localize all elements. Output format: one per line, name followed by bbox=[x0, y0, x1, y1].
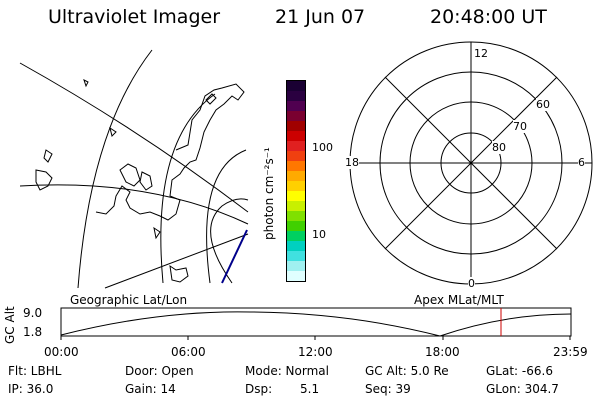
colorbar-band bbox=[287, 111, 305, 121]
altitude-curve bbox=[60, 311, 572, 337]
colorbar-band bbox=[287, 91, 305, 101]
x-tick-2359: 23:59 bbox=[553, 345, 588, 359]
polar-diagonal bbox=[384, 76, 558, 250]
info-ip: IP: 36.0 bbox=[8, 382, 54, 396]
colorbar-band bbox=[287, 81, 305, 91]
lat-label-80: 80 bbox=[492, 141, 506, 154]
colorbar-band bbox=[287, 261, 305, 271]
colorbar-band bbox=[287, 201, 305, 211]
colorbar-band bbox=[287, 131, 305, 141]
info-glat: GLat: -66.6 bbox=[486, 364, 553, 378]
map-grid-line bbox=[19, 62, 249, 213]
mlt-label-0: 0 bbox=[468, 277, 475, 290]
map-grid-line bbox=[160, 93, 216, 284]
map-grid-line bbox=[210, 198, 249, 284]
timeline-left-label: Geographic Lat/Lon bbox=[70, 293, 188, 307]
info-seq: Seq: 39 bbox=[365, 382, 411, 396]
coastline bbox=[83, 79, 89, 88]
colorbar-band bbox=[287, 161, 305, 171]
info-door: Door: Open bbox=[125, 364, 194, 378]
map-grid-line bbox=[206, 149, 247, 284]
map-grid-line bbox=[19, 184, 249, 225]
colorbar-band bbox=[287, 211, 305, 221]
coastline bbox=[139, 171, 153, 191]
x-tick-0000: 00:00 bbox=[44, 345, 79, 359]
colorbar-band bbox=[287, 181, 305, 191]
colorbar-band bbox=[287, 151, 305, 161]
lat-label-60: 60 bbox=[536, 98, 550, 111]
coastline bbox=[43, 149, 53, 163]
coastline bbox=[205, 93, 217, 105]
info-mode: Mode: Normal bbox=[245, 364, 329, 378]
date-label: 21 Jun 07 bbox=[275, 6, 366, 28]
mlt-label-18: 18 bbox=[345, 156, 359, 169]
coastline bbox=[169, 264, 189, 283]
map-grid-line bbox=[77, 49, 153, 289]
timeline-right-label: Apex MLat/MLT bbox=[414, 293, 504, 307]
colorbar-band bbox=[287, 231, 305, 241]
colorbar-band bbox=[287, 121, 305, 131]
x-tick-1800: 18:00 bbox=[425, 345, 460, 359]
colorbar-band bbox=[287, 271, 305, 281]
info-dsp-label: Dsp: bbox=[245, 382, 273, 396]
timeline-frame bbox=[60, 307, 572, 337]
colorbar bbox=[286, 80, 306, 282]
coastline bbox=[35, 169, 53, 191]
x-tick-1200: 12:00 bbox=[298, 345, 333, 359]
info-gc-alt: GC Alt: 5.0 Re bbox=[365, 364, 449, 378]
colorbar-band bbox=[287, 141, 305, 151]
colorbar-tick-100: 100 bbox=[312, 141, 333, 154]
lat-label-70: 70 bbox=[513, 120, 527, 133]
colorbar-band bbox=[287, 251, 305, 261]
coastline bbox=[95, 83, 245, 221]
y-tick-1-8: 1.8 bbox=[23, 325, 43, 339]
satellite-track bbox=[221, 229, 248, 284]
colorbar-band bbox=[287, 241, 305, 251]
info-dsp-value: 5.1 bbox=[300, 382, 320, 396]
info-gain: Gain: 14 bbox=[125, 382, 176, 396]
colorbar-band bbox=[287, 221, 305, 231]
map-grid-line bbox=[104, 233, 249, 289]
colorbar-band bbox=[287, 101, 305, 111]
mlt-label-12: 12 bbox=[474, 47, 488, 60]
colorbar-tick-10: 10 bbox=[312, 228, 326, 241]
coastline bbox=[109, 126, 117, 137]
time-label: 20:48:00 UT bbox=[430, 6, 547, 28]
y-tick-9: 9.0 bbox=[23, 306, 43, 320]
info-glon: GLon: 304.7 bbox=[486, 382, 559, 396]
info-filter: Flt: LBHL bbox=[8, 364, 62, 378]
mlt-label-6: 6 bbox=[578, 156, 585, 169]
instrument-title: Ultraviolet Imager bbox=[48, 6, 221, 28]
x-tick-0600: 06:00 bbox=[171, 345, 206, 359]
coastline bbox=[153, 226, 161, 240]
colorbar-band bbox=[287, 171, 305, 181]
colorbar-band bbox=[287, 191, 305, 201]
